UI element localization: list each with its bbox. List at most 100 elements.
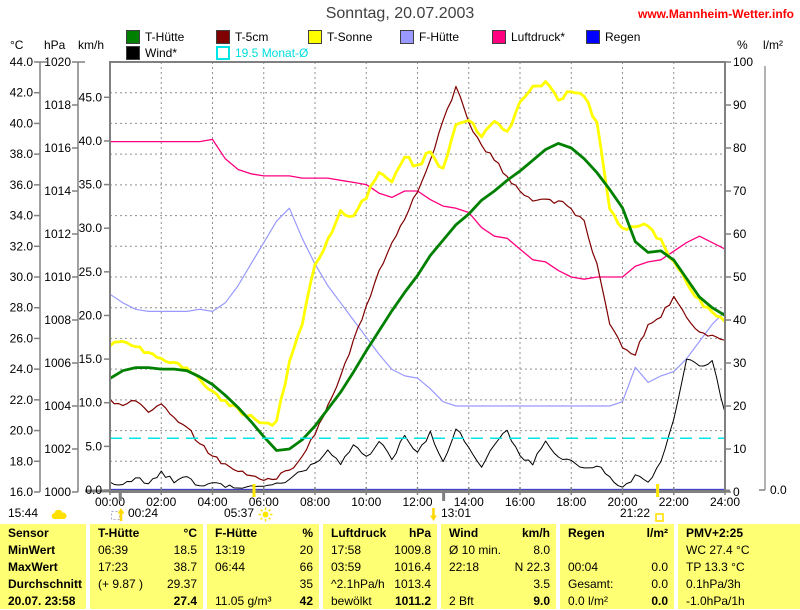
table-row-header-text: Sensor [8,525,49,540]
legend-swatch [216,30,230,44]
table-row-header-text: MaxWert [8,559,58,574]
table-column-header-unit: % [302,525,313,540]
legend-label: T-Hütte [145,30,185,44]
table-column-header-unit: l/m² [646,525,668,540]
table-cell: TP 13.3 °C [678,558,800,575]
hour-tick-label: 08:00 [300,495,330,509]
legend-swatch [308,30,322,44]
table-cell: ^2.1hPa/h 1013.4 [323,575,437,592]
legend-swatch [126,46,140,60]
table-column-f-h-tte: F-Hütte% 13:19 20 06:44 66 35 11.05 g/m³ 42 [207,524,319,610]
kmh-tick-label: 15.0 [79,352,103,366]
table-cell-value: 0.0 [651,576,668,591]
legend-label: F-Hütte [419,30,460,44]
percent-tick-label: 0 [733,485,740,499]
table-cell: Gesamt: 0.0 [560,575,674,592]
sunset-time: 21:22 [620,506,651,520]
table-column-header-label: Luftdruck [331,525,387,540]
kmh-tick-label: 25.0 [79,265,103,279]
table-cell-value: 35 [299,576,313,591]
legend-swatch [400,30,414,44]
hpa-tick-label: 1016 [44,141,71,155]
hour-tick-label: 22:00 [659,495,689,509]
celsius-tick-label: 22.0 [10,393,34,407]
table-column-header-label: F-Hütte [215,525,257,540]
series-t-5cm [110,85,725,481]
table-cell-label: 17:58 [331,542,362,557]
table-cell-label: 00:04 [568,559,599,574]
table-cell-value: 0.0 [651,559,668,574]
celsius-tick-label: 24.0 [10,362,34,376]
table-row-header-text: 20.07. 23:58 [8,593,76,608]
table-cell-value: 1016.4 [394,559,431,574]
table-column-header: Regen l/m² [560,524,674,541]
unit-kmh: km/h [78,38,105,52]
hour-tick-label: 24:00 [710,495,740,509]
kmh-tick-label: 45.0 [79,90,103,104]
celsius-tick-label: 26.0 [10,331,34,345]
table-cell: 06:39 18.5 [90,541,203,558]
unit-lm2: l/m² [763,38,783,52]
table-cell [560,541,674,558]
table-cell-value: 1013.4 [394,576,431,591]
kmh-tick-label: 20.0 [79,308,103,322]
legend-item-t-5cm: T-5cm [216,30,268,44]
table-row-header-text: Durchschnitt [8,576,83,591]
table-rowheader-column: Sensor MinWert MaxWert Durchschnitt 20.07. 2… [0,524,86,610]
page-title: Sonntag, 20.07.2003 [325,5,475,22]
table-cell-value: 9.0 [533,593,550,608]
table-cell: 3.5 [441,575,556,592]
legend-swatch [216,46,230,60]
table-column-pmv-2-25: PMV+2:25 WC 27.4 °C TP 13.3 °C 0.1hPa/3h -1.… [678,524,800,610]
table-cell: 22:18 N 22.3 [441,558,556,575]
table-cell-value: 8.0 [533,542,550,557]
hour-tick-label: 12:00 [402,495,432,509]
kmh-tick-label: 40.0 [79,134,103,148]
legend-label: T-5cm [235,30,269,44]
table-cell-value: 38.7 [173,559,197,574]
hpa-tick-label: 1000 [44,485,71,499]
kmh-tick-label: 10.0 [79,396,103,410]
unit-celsius: °C [10,38,24,52]
hour-tick-label: 02:00 [146,495,176,509]
table-column-header-label: Regen [568,525,605,540]
legend-item-t-h-tte: T-Hütte [126,30,184,44]
table-cell-value: 0.0 [651,593,668,608]
site-link[interactable]: www.Mannheim-Wetter.info [637,7,794,21]
table-column-wind: Wind km/h Ø 10 min. 8.0 22:18 N 22.3 3.5 2 Bft 9… [441,524,556,610]
table-row-header: Durchschnitt [0,575,86,592]
hpa-tick-label: 1020 [44,55,71,69]
table-cell-value: 66 [299,559,313,574]
hpa-tick-label: 1002 [44,442,71,456]
table-column-header-unit: km/h [521,525,550,540]
legend-label: T-Sonne [327,30,373,44]
legend-label: Regen [605,30,641,44]
legend-swatch [586,30,600,44]
table-row-header: MinWert [0,541,86,558]
moonset-time: 15:44 [8,506,39,520]
legend-label: 19.5 Monat-Ø [235,46,309,60]
table-cell-value: 29.37 [166,576,197,591]
table-column-header: T-Hütte °C [90,524,203,541]
table-cell-label: 03:59 [331,559,362,574]
rise-arrow-icon [110,507,126,527]
hour-tick-label: 18:00 [556,495,586,509]
table-cell-label: (+ 9.87 ) [98,576,144,591]
rain-tick-label: 0.0 [770,483,787,497]
sun-icon [258,507,273,527]
moon-cloud-icon [50,508,68,526]
table-cell-label: 17:23 [98,559,129,574]
legend-item-wind-: Wind* [126,46,177,60]
table-cell-value: 27.4 [173,593,197,608]
percent-tick-label: 70 [733,184,747,198]
legend-item-luftdruck-: Luftdruck* [492,30,565,44]
table-cell: 11.05 g/m³ 42 [207,592,319,609]
table-cell-value: 42 [299,593,313,608]
legend-item-f-h-tte: F-Hütte [400,30,459,44]
kmh-tick-label: 0.0 [85,483,102,497]
table-row-header: Sensor [0,524,86,541]
table-column-header-unit: hPa [408,525,431,540]
celsius-tick-label: 28.0 [10,301,34,315]
percent-tick-label: 50 [733,270,747,284]
legend-swatch [492,30,506,44]
